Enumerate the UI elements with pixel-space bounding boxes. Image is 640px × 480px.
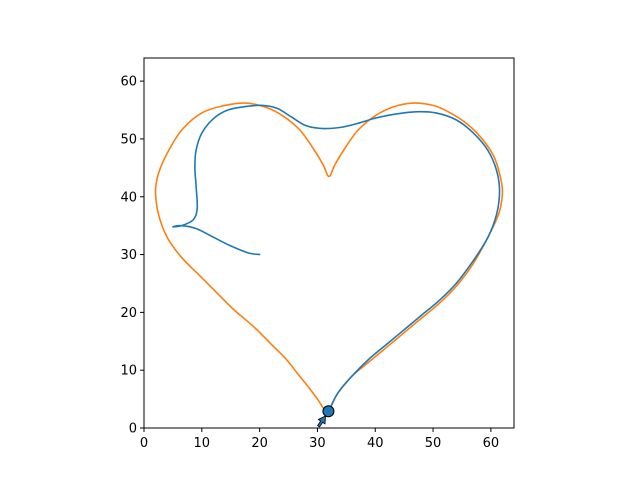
axes-frame [143,57,515,429]
x-tick-label-50: 50 [425,436,442,451]
x-tick-label-10: 10 [194,436,211,451]
x-tick-label-20: 20 [251,436,268,451]
arrow-marker-1 [317,415,326,428]
x-axis: 0 10 20 30 40 50 60 [140,428,499,451]
x-tick-label-30: 30 [309,436,326,451]
series-layer [154,102,504,412]
y-tick-label-40: 40 [120,190,137,205]
y-axis: 0 10 20 30 40 50 60 [120,75,144,437]
point-marker-1 [322,405,335,418]
y-tick-label-0: 0 [129,422,137,437]
y-tick-label-50: 50 [120,132,137,147]
marker-layer [317,405,335,428]
x-tick-label-0: 0 [140,436,148,451]
y-tick-label-60: 60 [120,75,137,90]
y-tick-label-10: 10 [120,364,137,379]
y-tick-label-30: 30 [120,248,137,263]
x-tick-label-40: 40 [367,436,384,451]
y-tick-label-20: 20 [120,306,137,321]
x-tick-label-60: 60 [483,436,500,451]
series-line-1 [154,102,504,412]
series-line-2 [172,104,501,412]
